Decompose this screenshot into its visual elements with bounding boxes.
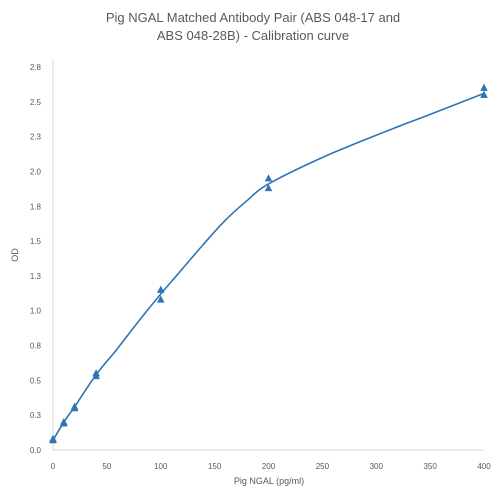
data-markers — [49, 83, 488, 444]
x-axis-label: Pig NGAL (pg/ml) — [234, 476, 304, 486]
y-tick-labels: 0.0 0.3 0.5 0.8 1.0 1.3 1.5 1.8 2.0 2.3 2.5 2.8 — [30, 63, 42, 455]
x-tick-label: 50 — [102, 462, 111, 471]
x-tick-label: 300 — [370, 462, 384, 471]
data-point-marker — [70, 402, 79, 410]
x-tick-label: 0 — [51, 462, 56, 471]
x-tick-label: 350 — [423, 462, 437, 471]
y-tick-label: 1.5 — [30, 237, 42, 246]
y-tick-label: 1.0 — [30, 307, 42, 316]
y-tick-label: 1.8 — [30, 202, 42, 211]
fit-curve-line — [52, 92, 485, 441]
x-tick-label: 400 — [477, 462, 491, 471]
data-point-marker — [264, 174, 273, 182]
x-tick-label: 150 — [208, 462, 222, 471]
y-tick-label: 0.3 — [30, 411, 42, 420]
data-point-marker — [49, 434, 57, 442]
x-tick-label: 200 — [262, 462, 276, 471]
y-tick-label: 2.3 — [30, 133, 42, 142]
data-point-marker — [264, 183, 273, 192]
data-point-marker — [156, 285, 165, 293]
y-tick-label: 2.5 — [30, 98, 42, 107]
y-tick-label: 2.0 — [30, 167, 42, 176]
x-tick-labels: 0 50 100 150 200 250 300 350 400 — [51, 462, 491, 471]
x-tick-label: 100 — [154, 462, 168, 471]
y-axis-label: OD — [10, 248, 20, 262]
chart-title-line-2: ABS 048-28B) - Calibration curve — [157, 28, 349, 43]
chart-title-line-1: Pig NGAL Matched Antibody Pair (ABS 048-… — [106, 10, 400, 25]
y-tick-label: 0.5 — [30, 376, 42, 385]
x-tick-label: 250 — [316, 462, 330, 471]
y-tick-label: 0.8 — [30, 342, 42, 351]
data-point-marker — [480, 83, 488, 91]
y-tick-label: 1.3 — [30, 272, 42, 281]
y-tick-label: 0.0 — [30, 446, 42, 455]
data-point-marker — [59, 417, 68, 426]
data-point-marker — [480, 90, 488, 98]
data-point-marker — [92, 369, 100, 377]
data-point-marker — [156, 295, 165, 303]
y-tick-label: 2.8 — [30, 63, 42, 72]
